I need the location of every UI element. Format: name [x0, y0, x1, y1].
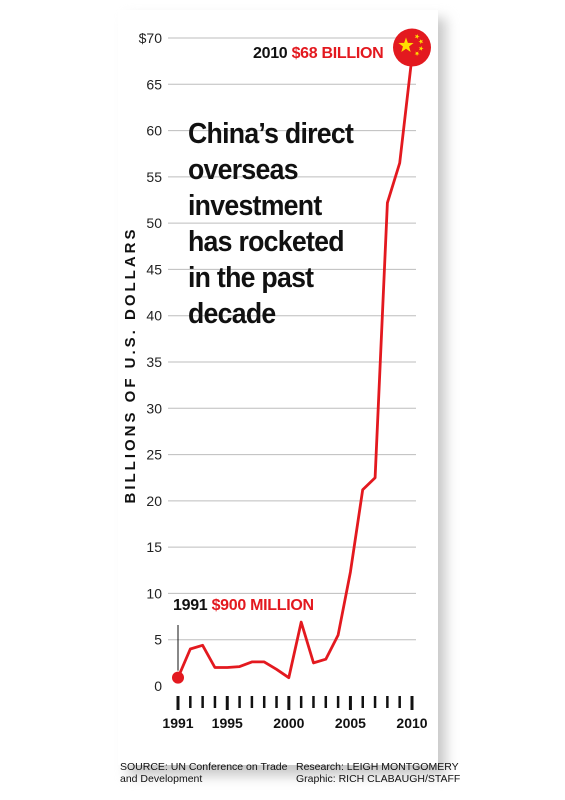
y-tick-label: 25 — [146, 447, 162, 463]
title-line: has rocketed — [188, 226, 345, 258]
grid-lines — [168, 37, 416, 641]
china-flag-icon — [393, 28, 431, 67]
y-tick-label: $70 — [139, 30, 163, 46]
y-tick-label: 0 — [154, 678, 162, 694]
x-axis-ticks — [176, 696, 414, 710]
chart-panel — [118, 10, 438, 765]
series-line — [176, 56, 414, 680]
y-tick-label: 40 — [146, 308, 162, 324]
chart-title: China’s direct overseas investment has r… — [188, 116, 372, 332]
y-tick-label: 15 — [146, 539, 162, 555]
title-line: in the past — [188, 262, 314, 294]
graphic-credit: Graphic: RICH CLABAUGH/STAFF — [296, 773, 461, 785]
annotation-year: 2010 — [253, 45, 288, 62]
x-tick-label: 1991 — [162, 715, 193, 731]
title-line: overseas — [188, 154, 299, 186]
y-tick-label: 5 — [154, 632, 162, 648]
annotation-1991: 1991 $900 MILLION — [173, 597, 314, 615]
y-tick-label: 10 — [146, 585, 162, 601]
annotation-value: $68 BILLION — [291, 45, 384, 62]
source-note: SOURCE: UN Conference on Trade and Devel… — [120, 761, 288, 785]
title-line: investment — [188, 190, 322, 222]
y-tick-label: 35 — [146, 354, 162, 370]
y-tick-label: 65 — [146, 76, 162, 92]
y-axis-ticks: 0 5 10 15 20 25 30 35 40 45 50 55 60 65 $70 — [139, 30, 163, 694]
title-line: decade — [188, 298, 276, 330]
flag-star-icon — [414, 51, 420, 57]
y-tick-label: 20 — [146, 493, 162, 509]
title-line: China’s direct — [188, 118, 354, 150]
source-line: and Development — [120, 773, 203, 785]
flag-star-icon — [418, 39, 424, 45]
annotation-year: 1991 — [173, 597, 208, 614]
credits: Research: LEIGH MONTGOMERY Graphic: RICH… — [296, 761, 460, 785]
y-tick-label: 55 — [146, 169, 162, 185]
y-tick-label: 30 — [146, 400, 162, 416]
x-tick-label: 2000 — [273, 715, 304, 731]
research-credit: Research: LEIGH MONTGOMERY — [296, 761, 459, 773]
annotation-2010: 2010 $68 BILLION — [253, 45, 384, 63]
annotation-value: $900 MILLION — [211, 597, 315, 614]
start-point-marker — [172, 671, 184, 684]
x-tick-label: 2010 — [396, 715, 427, 731]
flag-star-icon — [418, 45, 424, 51]
y-tick-label: 45 — [146, 261, 162, 277]
x-tick-label: 2005 — [335, 715, 366, 731]
flag-star-icon — [398, 37, 414, 52]
source-line: SOURCE: UN Conference on Trade — [120, 761, 288, 773]
y-tick-label: 50 — [146, 215, 162, 231]
y-tick-label: 60 — [146, 123, 162, 139]
x-tick-label: 1995 — [212, 715, 243, 731]
y-axis-label: BILLIONS OF U.S. DOLLARS — [122, 227, 139, 504]
x-axis-labels: 1991 1995 2000 2005 2010 — [162, 715, 427, 731]
flag-star-icon — [414, 34, 420, 40]
